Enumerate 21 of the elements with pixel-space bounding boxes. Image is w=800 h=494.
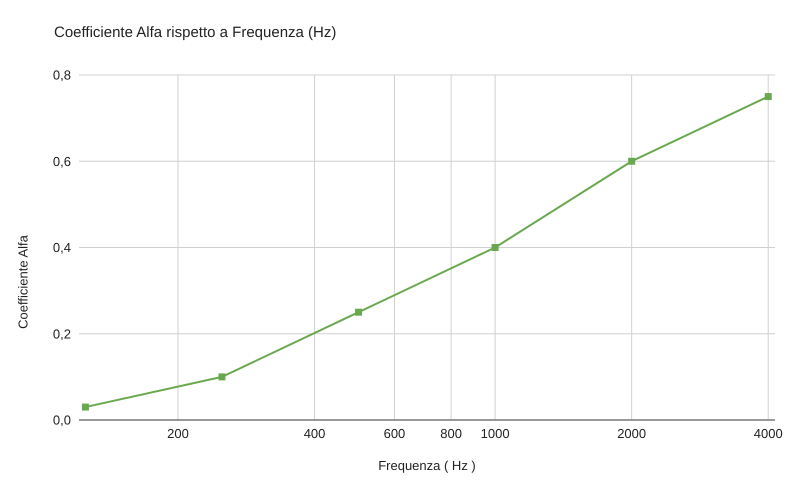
- y-tick-label: 0,0: [52, 412, 71, 428]
- y-tick-label: 0,6: [52, 154, 71, 169]
- x-tick-label: 4000: [754, 426, 783, 442]
- point: [82, 404, 89, 411]
- point: [764, 93, 772, 100]
- y-axis-title: Coefficiente Alfa: [16, 235, 30, 329]
- point: [628, 158, 636, 165]
- y-tick-label: 0,8: [52, 68, 71, 83]
- x-tick-label: 1000: [480, 426, 510, 442]
- y-tick-label: 0,4: [52, 240, 71, 256]
- chart-title: Coefficiente Alfa rispetto a Frequenza (Hz): [54, 24, 336, 41]
- point: [218, 373, 226, 380]
- point: [492, 244, 499, 251]
- x-tick-label: 200: [167, 426, 189, 442]
- x-tick-label: 800: [440, 426, 462, 442]
- x-tick-label: 2000: [617, 426, 646, 442]
- x-tick-label: 600: [384, 426, 406, 442]
- y-tick-label: 0,2: [52, 326, 71, 342]
- x-tick-label: 400: [304, 426, 326, 442]
- x-axis-title: Frequenza ( Hz ): [378, 458, 476, 473]
- point: [355, 308, 362, 316]
